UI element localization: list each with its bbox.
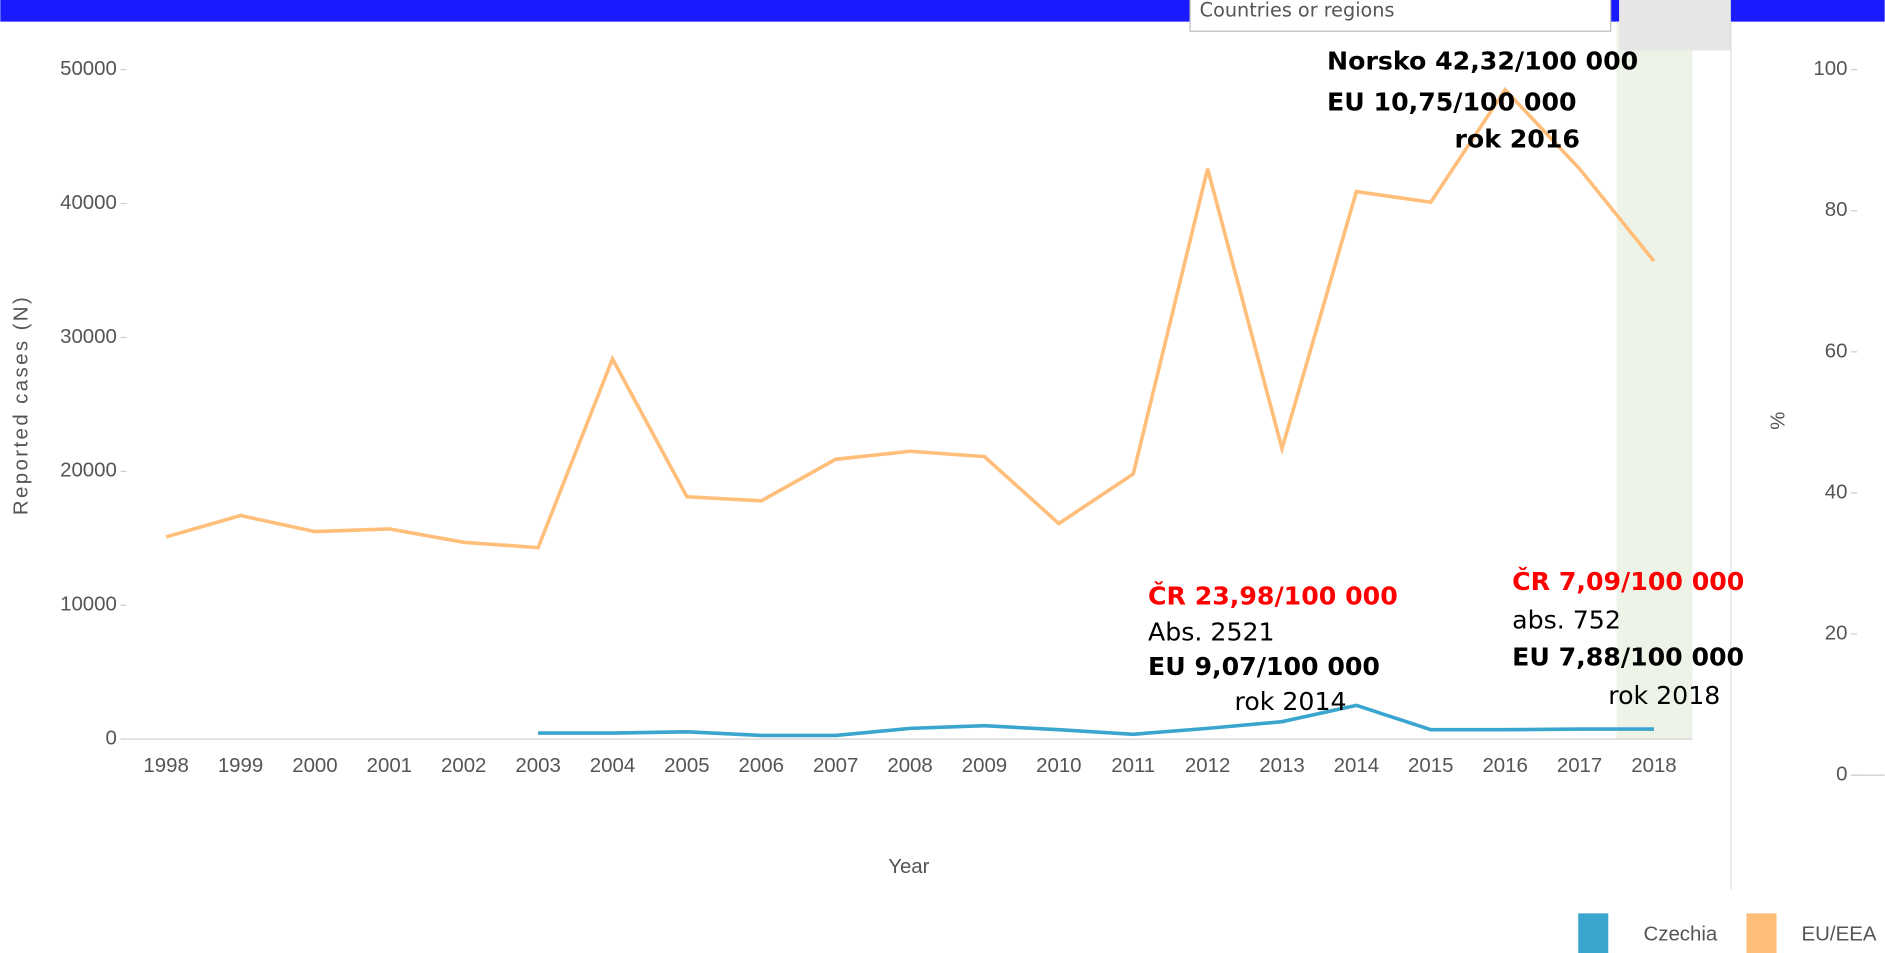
x-tick-label: 2001 [367,755,412,777]
highlight-band [1616,21,1693,740]
annotation: Abs. 2521 [1148,617,1275,646]
x-axis-label: Year [888,856,929,878]
y-axis-label: Reported cases (N) [10,295,32,515]
x-tick-label: 2003 [515,755,560,777]
series-line [538,703,1654,738]
annotation: EU 7,88/100 000 [1512,643,1744,672]
x-tick-label: 2011 [1111,755,1155,777]
y2-tick-label: 100 [1813,58,1847,80]
annotation: ČR 7,09/100 000 [1512,566,1744,596]
x-tick-label: 2013 [1259,755,1304,777]
y2-tick-label: 80 [1825,199,1848,221]
legend-swatch [1578,913,1609,953]
y2-tick-label: 0 [1836,764,1847,786]
x-tick-label: 2010 [1036,755,1081,777]
y2-tick-label: 60 [1825,340,1848,362]
annotation: abs. 752 [1512,605,1621,634]
y2-tick-label: 20 [1825,622,1848,644]
y-tick-label: 40000 [60,192,117,214]
x-tick-label: 2018 [1631,755,1676,777]
x-tick-label: 2009 [962,755,1007,777]
x-tick-label: 2016 [1482,755,1527,777]
annotation: ČR 23,98/100 000 [1148,580,1398,610]
annotation: rok 2018 [1608,681,1720,710]
x-tick-label: 2006 [739,755,784,777]
y2-tick-label: 40 [1825,481,1848,503]
legend-label: Czechia [1643,923,1717,945]
x-tick-label: 1998 [143,755,188,777]
y2-axis-label: % [1767,412,1789,430]
y-tick-label: 50000 [60,58,117,80]
x-tick-label: 2002 [441,755,486,777]
annotation: rok 2016 [1454,125,1580,154]
x-tick-label: 2008 [887,755,932,777]
dropdown-label[interactable]: Countries or regions [1200,0,1395,21]
x-tick-label: 1999 [218,755,263,777]
legend-swatch [1746,913,1777,953]
x-tick-label: 2014 [1334,755,1379,777]
annotation: Norsko 42,32/100 000 [1327,46,1638,75]
x-tick-label: 2000 [292,755,337,777]
x-tick-label: 2015 [1408,755,1453,777]
x-tick-label: 2005 [664,755,709,777]
y-tick-label: 30000 [60,326,117,348]
annotation: EU 10,75/100 000 [1327,87,1577,116]
annotation: EU 9,07/100 000 [1148,652,1380,681]
x-tick-label: 2004 [590,755,635,777]
y-tick-label: 0 [106,727,117,749]
x-tick-label: 2017 [1557,755,1602,777]
series-line [165,86,1656,550]
icon-button[interactable] [1619,0,1731,51]
x-tick-label: 2007 [813,755,858,777]
dropdown[interactable] [1189,0,1612,32]
y-tick-label: 10000 [60,594,117,616]
y-tick-label: 20000 [60,460,117,482]
legend-label: EU/EEA [1802,923,1877,945]
x-tick-label: 2012 [1185,755,1230,777]
annotation: rok 2014 [1235,687,1347,716]
